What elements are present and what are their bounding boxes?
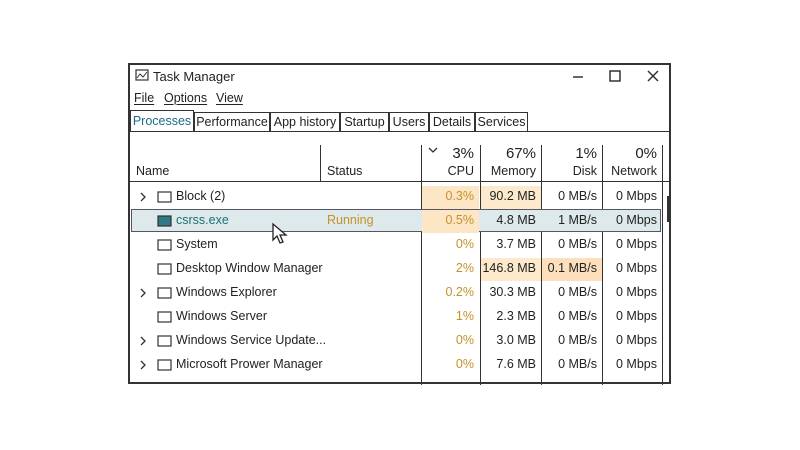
memory-value: 146.8 MB [482,261,536,275]
cpu-value: 0.5% [445,213,475,227]
process-name[interactable]: Block (2) [176,189,226,203]
process-status: Running [327,213,374,227]
column-divider [480,145,482,385]
network-value: 0 Mbps [616,213,657,227]
network-value: 0 Mbps [616,261,657,275]
network-value: 0 Mbps [616,333,657,347]
cpu-value: 0.2% [445,285,475,299]
network-value: 0 Mbps [616,309,657,323]
heat-cell [422,210,479,233]
column-header[interactable]: CPU [447,164,474,178]
selected-row[interactable] [131,209,661,232]
memory-value: 90.2 MB [489,189,536,203]
column-total[interactable]: 3% [452,145,474,162]
column-divider [541,145,543,385]
row-icon[interactable] [138,286,178,300]
column-total[interactable]: 1% [575,145,597,162]
column-header[interactable]: Memory [490,164,536,178]
process-name[interactable]: Windows Server [176,309,267,323]
network-value: 0 Mbps [616,189,657,203]
row-icon[interactable] [138,334,178,348]
disk-value: 0 MB/s [558,333,597,347]
tab-underline [130,131,670,133]
row-icon [157,215,172,227]
disk-value: 1 MB/s [558,213,597,227]
sort-indicator [428,147,438,153]
memory-value: 7.6 MB [496,357,536,371]
row-icon[interactable] [138,358,178,372]
heat-cell [422,186,479,209]
process-name[interactable]: Windows Service Update... [176,333,327,347]
menu-item[interactable]: View [216,91,243,105]
menu-item[interactable]: File [134,91,155,105]
tab[interactable]: Details [429,112,475,131]
cpu-value: 1% [455,309,474,323]
row-icon [157,263,172,275]
column-header[interactable]: Disk [572,164,597,178]
network-value: 0 Mbps [616,285,657,299]
network-value: 0 Mbps [616,357,657,371]
cpu-value: 2% [455,261,474,275]
column-divider [602,145,604,385]
heat-cell [542,258,602,281]
memory-value: 2.3 MB [496,309,536,323]
menu-item[interactable]: Options [164,91,208,105]
cpu-value: 0.3% [445,189,475,203]
row-icon [157,311,172,323]
column-header[interactable]: Network [611,164,657,178]
tab[interactable]: Users [389,112,429,131]
cpu-value: 0% [455,237,474,251]
process-name[interactable]: Desktop Window Manager [176,261,323,275]
tab[interactable]: Performance [194,112,270,131]
memory-value: 30.3 MB [489,285,536,299]
process-name[interactable]: Windows Explorer [176,285,277,299]
heat-cell [481,186,541,209]
process-name[interactable]: csrss.exe [176,213,229,227]
disk-value: 0 MB/s [558,189,597,203]
row-icon [157,239,172,251]
process-name[interactable]: Microsoft Prower Manager [176,357,323,371]
memory-value: 3.0 MB [496,333,536,347]
column-divider [421,145,423,385]
column-header[interactable]: Status [327,164,363,178]
column-divider [662,145,664,385]
disk-value: 0 MB/s [558,285,597,299]
mouse-cursor [272,222,288,244]
row-icon[interactable] [138,190,178,204]
disk-value: 0 MB/s [558,237,597,251]
window-title: Task Manager [153,69,235,84]
column-total[interactable]: 0% [635,145,657,162]
column-divider [320,145,322,182]
disk-value: 0.1 MB/s [547,261,597,275]
tab[interactable]: Startup [340,112,389,131]
tab[interactable]: App history [270,112,340,131]
header-divider [130,181,670,183]
process-name[interactable]: System [176,237,218,251]
column-total[interactable]: 67% [505,145,536,162]
disk-value: 0 MB/s [558,357,597,371]
maximize-button[interactable] [609,70,621,82]
heat-cell [481,258,541,281]
cpu-value: 0% [455,357,474,371]
tab[interactable]: Processes [130,110,194,131]
memory-value: 3.7 MB [496,237,536,251]
column-header[interactable]: Name [136,164,170,178]
tab[interactable]: Services [475,112,528,131]
cpu-value: 0% [455,333,474,347]
disk-value: 0 MB/s [558,309,597,323]
close-button[interactable] [647,70,659,82]
memory-value: 4.8 MB [496,213,536,227]
network-value: 0 Mbps [616,237,657,251]
